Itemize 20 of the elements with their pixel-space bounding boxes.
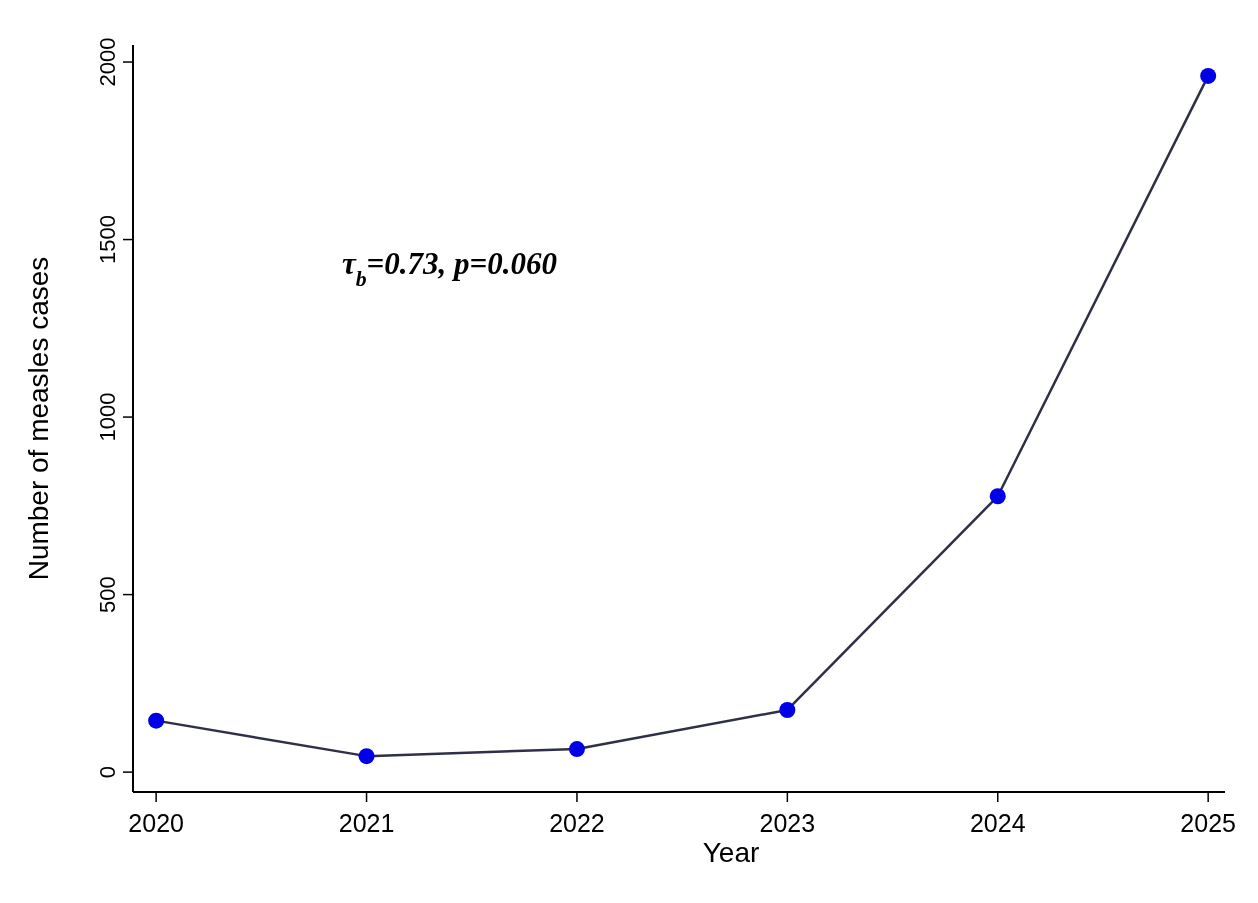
y-tick-label: 500 xyxy=(95,576,120,613)
point xyxy=(779,701,796,718)
y-tick-label: 1500 xyxy=(95,215,120,265)
point xyxy=(148,712,165,729)
y-tick-label: 0 xyxy=(95,765,120,779)
x-axis-title: Year xyxy=(702,837,760,868)
point xyxy=(568,741,585,758)
annotation: τ$_{b}$=0.73, p=0.060 xyxy=(342,246,557,291)
x-tick-label: 2023 xyxy=(759,809,816,837)
y-axis-title: Number of measles cases xyxy=(23,256,54,581)
x-tick-label: 2021 xyxy=(338,809,395,837)
x-tick-label: 2020 xyxy=(128,809,184,837)
x-tick-label: 2024 xyxy=(969,809,1026,837)
y-tick-label: 2000 xyxy=(95,37,120,87)
x-tick-label: 2025 xyxy=(1180,809,1236,837)
y-tick-label: 1000 xyxy=(95,392,120,442)
x-tick-label: 2022 xyxy=(549,809,605,837)
point xyxy=(358,748,375,765)
point xyxy=(1200,67,1217,84)
point xyxy=(989,488,1006,505)
